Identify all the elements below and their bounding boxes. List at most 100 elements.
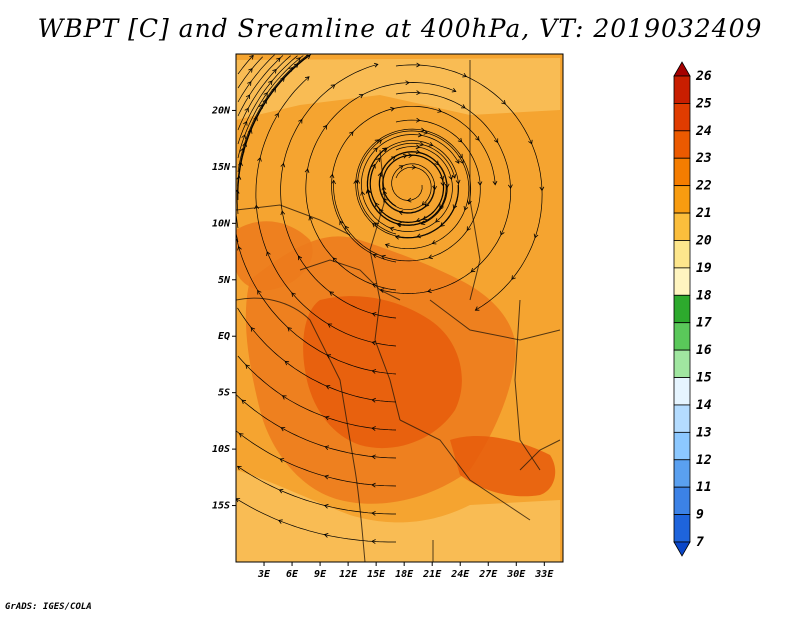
streamline <box>237 55 304 159</box>
streamline-arrow <box>371 510 376 516</box>
chart-title: WBPT [C] and Sreamline at 400hPa, VT: 20… <box>37 14 763 43</box>
streamline-arrow <box>424 202 430 207</box>
colorbar-segment <box>673 459 691 488</box>
streamline <box>395 64 543 311</box>
streamline-arrow <box>280 427 286 432</box>
border-line <box>399 419 531 521</box>
colorbar-segment <box>673 294 691 324</box>
streamline-arrow <box>329 291 334 296</box>
streamline-arrow <box>501 100 506 105</box>
streamline-arrow <box>305 54 311 60</box>
streamline-arrow <box>237 245 242 251</box>
streamline-arrow <box>382 190 388 196</box>
colorbar-label: 12 <box>696 453 712 468</box>
streamline-arrow <box>435 218 440 223</box>
streamline-arrow <box>374 222 379 227</box>
streamline-arrow <box>427 288 432 294</box>
streamline-arrow <box>494 138 499 144</box>
colorbar-label: 24 <box>695 124 712 139</box>
streamline-arrow <box>376 157 381 163</box>
streamline-arrow <box>266 251 271 256</box>
streamline-arrow <box>420 127 426 133</box>
streamline-arrow <box>416 90 421 96</box>
border-line <box>514 299 541 471</box>
streamline-arrow <box>274 112 279 118</box>
streamline-arrow <box>349 131 354 136</box>
streamline <box>236 238 397 375</box>
streamline-arrow <box>276 57 281 63</box>
streamline-arrow <box>339 220 344 226</box>
streamline-arrow <box>507 184 513 189</box>
streamline-arrow <box>365 189 371 194</box>
colorbar-label: 13 <box>696 425 712 440</box>
streamline-arrow <box>298 255 303 261</box>
streamline-arrow <box>344 225 349 231</box>
colorbar-label: 7 <box>696 535 704 550</box>
lon-tick-label: 6E <box>286 569 299 580</box>
streamline <box>237 56 263 89</box>
streamline-arrow <box>394 234 400 240</box>
lon-tick-label: 30E <box>506 569 526 580</box>
colorbar-segment <box>673 486 691 515</box>
streamline-arrow <box>380 254 386 260</box>
wbpt-hot-southeast <box>450 435 556 497</box>
streamline-arrow <box>455 179 461 185</box>
streamline-arrow <box>236 175 242 180</box>
streamline-arrow <box>244 107 249 113</box>
streamline <box>370 142 456 223</box>
streamline-arrow <box>373 147 378 153</box>
border-line <box>236 297 366 562</box>
streamline-arrow <box>398 165 404 170</box>
streamline-arrow <box>415 149 421 155</box>
streamline-arrow <box>451 87 457 93</box>
streamline-arrow <box>379 288 385 293</box>
streamline-arrow <box>294 63 299 68</box>
lat-tick-label: 10S <box>212 444 230 455</box>
wbpt-shading <box>236 58 560 562</box>
streamline-arrow <box>451 173 457 179</box>
colorbar-label: 26 <box>695 69 712 84</box>
streamline-arrow <box>389 226 395 232</box>
colorbar-label: 19 <box>696 261 712 276</box>
streamline-arrow <box>463 206 469 211</box>
streamline-arrow <box>428 141 434 147</box>
colorbar-label: 15 <box>696 371 712 386</box>
streamline <box>236 216 239 229</box>
streamline-arrow <box>358 94 364 99</box>
streamline-arrow <box>528 139 533 145</box>
streamline <box>237 55 311 200</box>
streamline-arrow <box>279 458 285 463</box>
streamline <box>280 63 397 319</box>
streamline-arrow <box>308 215 314 221</box>
colorbar-segment <box>673 103 691 132</box>
streamline <box>357 130 470 250</box>
lon-tick-label: 3E <box>257 569 271 580</box>
streamline <box>237 466 396 515</box>
streamline-arrow <box>372 222 377 228</box>
streamline-arrow <box>390 156 396 161</box>
streamline-arrow <box>236 189 240 194</box>
streamline-arrow <box>492 180 498 186</box>
colorbar-segment <box>673 431 691 461</box>
colorbar-label: 23 <box>695 151 712 166</box>
colorbar-segment <box>673 322 691 351</box>
streamline-arrow <box>371 426 376 431</box>
streamline-arrow <box>383 197 388 203</box>
streamline-arrow <box>440 181 446 187</box>
colorbar-bottom-arrow <box>673 541 691 557</box>
streamline-arrow <box>330 84 336 89</box>
streamline-arrow <box>408 153 413 159</box>
streamline-arrow <box>416 233 422 239</box>
map-frame <box>235 53 564 563</box>
streamline-arrow <box>406 197 412 203</box>
streamline-arrow <box>461 104 466 109</box>
streamline-arrow <box>458 153 463 159</box>
streamline-arrow <box>241 399 247 405</box>
streamline-arrow <box>416 62 421 68</box>
colorbar-label: 11 <box>696 480 712 495</box>
streamline-arrow <box>416 117 421 123</box>
streamline-arrow <box>411 164 417 170</box>
streamline-arrow <box>324 445 330 450</box>
streamline-arrow <box>500 230 505 236</box>
